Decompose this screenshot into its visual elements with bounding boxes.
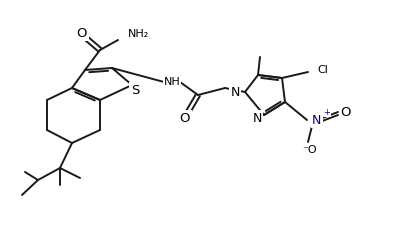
- Text: Cl: Cl: [316, 65, 327, 75]
- Text: N: N: [230, 85, 240, 99]
- Text: O: O: [179, 112, 190, 124]
- Text: NH₂: NH₂: [128, 29, 149, 39]
- Text: ⁻O: ⁻O: [302, 145, 316, 155]
- Text: N: N: [252, 112, 261, 124]
- Text: O: O: [340, 106, 350, 119]
- Text: S: S: [131, 83, 139, 97]
- Text: N: N: [311, 114, 320, 126]
- Text: O: O: [76, 26, 87, 40]
- Text: NH: NH: [163, 77, 180, 87]
- Text: +: +: [322, 108, 329, 117]
